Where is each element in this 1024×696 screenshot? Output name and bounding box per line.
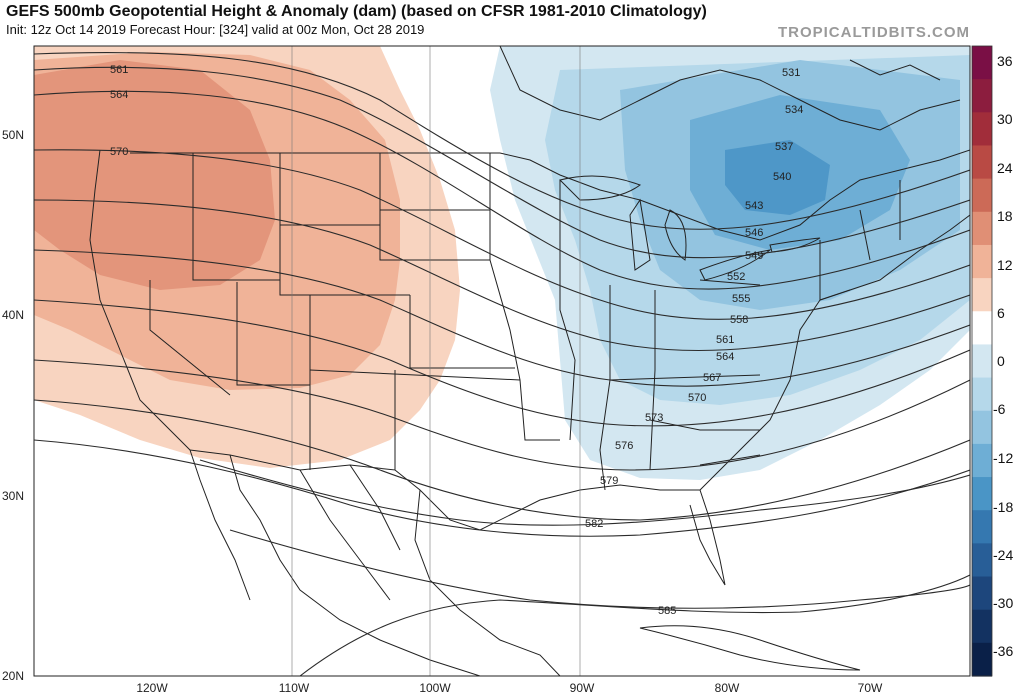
colorbar-label: 18 <box>997 208 1013 224</box>
colorbar-label: -12 <box>993 450 1013 466</box>
colorbar-swatch <box>972 642 992 677</box>
colorbar-swatch <box>972 344 992 379</box>
colorbar-swatch <box>972 543 992 578</box>
map-title: GEFS 500mb Geopotential Height & Anomaly… <box>6 3 707 20</box>
longitude-axis: 120W 110W 100W 90W 80W 70W <box>136 681 883 695</box>
lon-label: 120W <box>136 681 168 695</box>
contour-label: 555 <box>732 293 750 305</box>
contour-label: 558 <box>730 314 748 326</box>
colorbar-label: -36 <box>993 643 1013 659</box>
map-subtitle: Init: 12z Oct 14 2019 Forecast Hour: [32… <box>6 22 425 37</box>
colorbar-swatch <box>972 377 992 412</box>
contour-label: 564 <box>716 351 734 363</box>
colorbar-label: -24 <box>993 547 1013 563</box>
lon-label: 90W <box>570 681 595 695</box>
contour-label: 543 <box>745 200 763 212</box>
colorbar-swatch <box>972 145 992 180</box>
lon-label: 110W <box>279 681 310 695</box>
lat-label: 20N <box>2 669 24 683</box>
contour-label: 573 <box>645 412 663 424</box>
map-frame <box>33 45 971 677</box>
contour-label: 531 <box>782 67 800 79</box>
colorbar-swatch <box>972 178 992 213</box>
colorbar-label: -30 <box>993 595 1013 611</box>
contour-label: 549 <box>745 250 763 262</box>
colorbar-swatch <box>972 410 992 445</box>
contour-label: 576 <box>615 440 633 452</box>
colorbar-swatch <box>972 244 992 279</box>
colorbar-swatch <box>972 211 992 246</box>
contour-label: 582 <box>585 518 603 530</box>
colorbar-swatch <box>972 576 992 611</box>
colorbar-swatch <box>972 311 992 346</box>
political-boundaries <box>89 46 970 676</box>
colorbar-swatches <box>972 46 992 677</box>
colorbar-label: 0 <box>997 353 1005 369</box>
lat-label: 30N <box>2 489 24 503</box>
colorbar-swatch <box>972 79 992 113</box>
colorbar-label: 24 <box>997 160 1013 176</box>
contour-label: 585 <box>658 605 676 617</box>
contour-label: 537 <box>775 141 793 153</box>
map-area: 561 564 570 531 534 537 540 543 546 549 … <box>34 46 970 676</box>
colorbar-label: -6 <box>993 401 1006 417</box>
colorbar-label: 6 <box>997 305 1005 321</box>
colorbar-label: 12 <box>997 257 1013 273</box>
contour-label-layer: 561 564 570 531 534 537 540 543 546 549 … <box>110 64 803 617</box>
negative-anomaly-region <box>490 46 970 480</box>
contour-label: 534 <box>785 104 803 116</box>
colorbar-swatch <box>972 510 992 544</box>
colorbar: 36 30 24 18 12 6 0 -6 -12 -18 -24 -30 -3… <box>971 45 1013 677</box>
colorbar-swatch <box>972 477 992 511</box>
contour-label: 564 <box>110 89 128 101</box>
contour-label: 561 <box>110 64 128 76</box>
lat-label: 40N <box>2 308 24 322</box>
colorbar-frame <box>971 45 993 677</box>
graticule <box>291 46 581 676</box>
lon-label: 100W <box>419 681 451 695</box>
colorbar-swatch <box>972 112 992 147</box>
colorbar-label: 36 <box>997 53 1013 69</box>
colorbar-label: -18 <box>993 499 1013 515</box>
contour-label: 579 <box>600 475 618 487</box>
latitude-axis: 50N 40N 30N 20N <box>2 128 24 683</box>
contour-label: 546 <box>745 227 763 239</box>
brand-watermark: TROPICALTIDBITS.COM <box>777 24 970 41</box>
contour-label: 540 <box>773 171 791 183</box>
contour-label: 567 <box>703 372 721 384</box>
contour-label: 552 <box>727 271 745 283</box>
contour-label: 561 <box>716 334 734 346</box>
colorbar-label: 30 <box>997 111 1013 127</box>
contour-label: 570 <box>110 146 128 158</box>
lon-label: 80W <box>715 681 740 695</box>
colorbar-swatch <box>972 278 992 312</box>
colorbar-swatch <box>972 46 992 80</box>
lat-label: 50N <box>2 128 24 142</box>
title-block: GEFS 500mb Geopotential Height & Anomaly… <box>6 2 707 38</box>
height-contours <box>34 51 970 676</box>
colorbar-swatch <box>972 443 992 478</box>
lon-label: 70W <box>858 681 883 695</box>
colorbar-swatch <box>972 609 992 644</box>
contour-label: 570 <box>688 392 706 404</box>
